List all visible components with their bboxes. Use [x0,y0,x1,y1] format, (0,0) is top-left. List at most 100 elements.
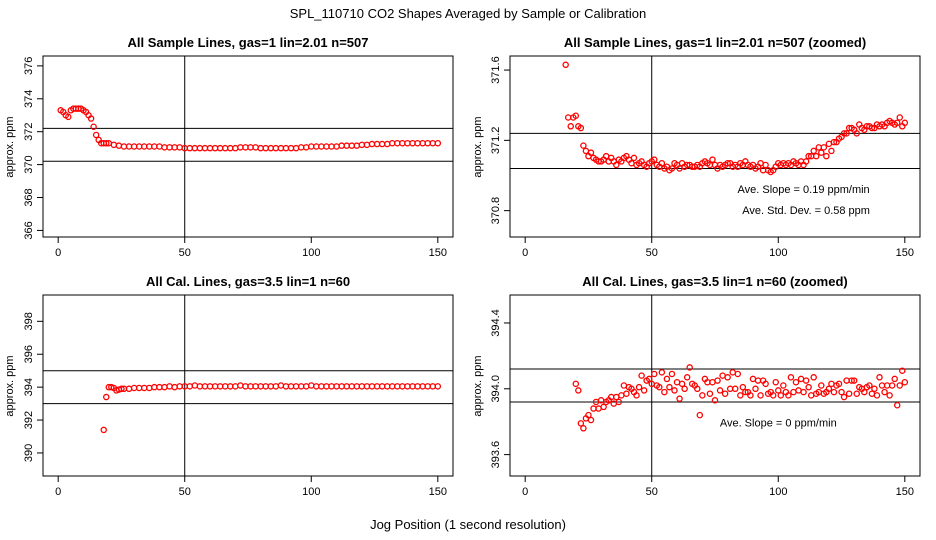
data-point [716,387,724,394]
data-point [277,382,285,389]
data-point [65,113,72,121]
data-point [772,378,779,386]
data-point [663,375,671,383]
data-point [613,161,620,169]
panel-top-right: All Sample Lines, gas=1 lin=2.01 n=507 (… [472,35,921,259]
data-point [118,385,125,393]
data-point [714,377,721,384]
data-point [638,372,645,379]
data-point [896,114,904,121]
x-tick-label: 100 [302,486,320,498]
data-point [853,130,860,137]
data-point [805,383,812,391]
plot-frame [509,294,921,477]
data-point [810,147,817,155]
data-point [166,383,173,390]
plot-area: 0 50 100 150 366 368 370 372 374 376 [23,55,454,259]
data-point [802,377,810,384]
data-point [567,123,574,130]
x-tick-label: 150 [896,247,914,259]
data-point [434,139,442,147]
plot-frame [509,55,921,238]
data-point [711,397,719,404]
data-point [90,123,97,131]
y-tick-label: 394.4 [490,309,502,337]
data-point [780,382,787,389]
data-point [792,378,800,386]
data-point [630,154,638,162]
x-tick-label: 0 [522,247,528,259]
data-point [840,393,848,401]
data-point [191,382,199,389]
data-point [823,152,830,160]
data-point [666,383,673,391]
data-point [580,425,587,432]
data-point [739,383,747,391]
y-axis-label: approx. ppm [4,355,16,416]
data-point [724,159,731,167]
data-point [668,165,676,172]
data-point [901,119,909,127]
data-point [678,380,686,388]
plot-area: 0 50 100 150 390 392 394 396 398 [23,294,454,498]
data-point [888,382,896,389]
data-point [830,138,838,146]
data-point [572,380,580,388]
data-point [891,375,898,383]
x-tick-label: 100 [302,247,320,259]
data-point [886,392,893,399]
data-point [752,385,759,393]
y-tick-label: 393.6 [490,441,502,469]
data-point [899,367,906,374]
data-point [762,161,769,169]
x-tick-label: 50 [179,247,191,259]
plot-area: 0 50 100 150 393.6 394.0 394.4 Ave. Slope = 0 p… [490,294,921,498]
data-point [699,392,706,399]
panel-title: All Sample Lines, gas=1 lin=2.01 n=507 [128,35,369,50]
data-point [881,388,888,396]
data-point [661,388,668,396]
data-point [577,420,585,427]
data-point [656,383,663,391]
data-point [115,142,123,149]
data-point [775,387,782,394]
panel-bottom-left: All Cal. Lines, gas=3.5 lin=1 n=60 appro… [4,274,454,498]
x-tick-label: 50 [179,486,191,498]
y-tick-label: 390 [23,444,35,462]
data-point [681,385,688,393]
data-point [731,385,739,393]
x-tick-label: 100 [769,486,787,498]
data-point [623,390,630,397]
plot-frame [42,55,454,238]
data-point [587,149,595,156]
data-point [572,112,580,119]
data-point [848,377,855,384]
x-tick-label: 0 [55,486,61,498]
data-point [587,416,595,424]
x-tick-label: 100 [769,247,787,259]
data-point [861,388,868,396]
data-point [308,382,315,389]
data-point [671,387,678,394]
data-point [845,390,853,397]
data-point [651,156,658,163]
y-tick-label: 371.2 [490,127,502,155]
y-tick-label: 371.6 [490,56,502,84]
data-point [810,374,817,381]
data-point [830,388,838,396]
data-point [668,370,676,378]
annotation-text: Ave. Std. Dev. = 0.58 ppm [742,205,870,217]
data-point [694,385,701,393]
y-tick-label: 370 [23,155,35,173]
data-point [747,392,754,399]
data-point [893,401,901,409]
data-point [577,124,585,132]
x-tick-label: 150 [896,486,914,498]
data-point [838,388,845,396]
y-tick-label: 374 [23,90,35,108]
data-point [893,119,901,127]
panel-title: All Cal. Lines, gas=3.5 lin=1 n=60 (zoom… [582,274,848,289]
data-point [818,149,825,156]
data-point [785,392,792,399]
